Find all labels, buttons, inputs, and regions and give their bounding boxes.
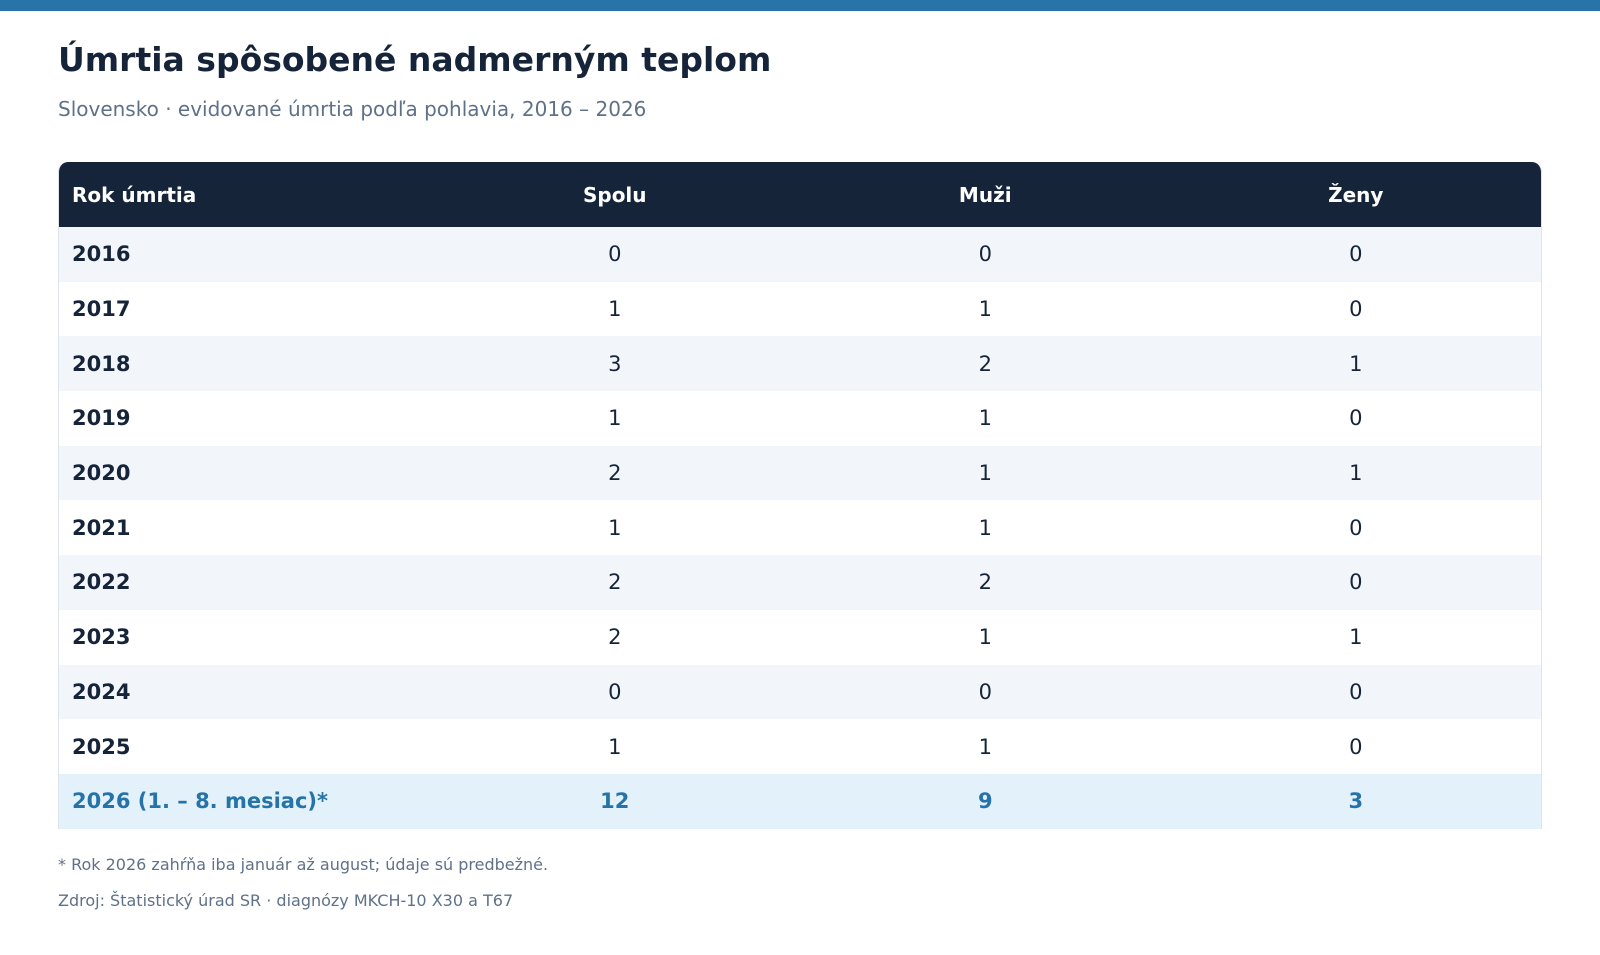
cell-men: 1 [978, 515, 992, 540]
column-header-women: Ženy [1328, 182, 1384, 207]
cell-men: 2 [978, 570, 992, 595]
cell-total: 3 [608, 351, 622, 376]
cell-men: 0 [978, 242, 992, 267]
cell-women: 0 [1349, 515, 1363, 540]
table-header-row: Rok úmrtia Spolu Muži Ženy [59, 162, 1541, 227]
table-row: 2021 1 1 0 [59, 500, 1541, 556]
cell-total: 1 [608, 406, 622, 431]
table-row: 2025 1 1 0 [59, 719, 1541, 774]
cell-year: 2024 [72, 679, 131, 704]
cell-women: 0 [1349, 242, 1363, 267]
cell-total: 0 [608, 679, 622, 704]
cell-women: 1 [1349, 351, 1363, 376]
table-row: 2024 0 0 0 [59, 664, 1541, 720]
table-row: 2026 (1. – 8. mesiac)* 12 9 3 [59, 773, 1541, 829]
cell-women: 1 [1349, 625, 1363, 650]
cell-total: 2 [608, 625, 622, 650]
top-accent-bar [0, 0, 1600, 11]
cell-men: 1 [978, 406, 992, 431]
cell-total: 1 [608, 734, 622, 759]
cell-year: 2022 [72, 570, 131, 595]
footnote: * Rok 2026 zahŕňa iba január až august; … [58, 855, 549, 874]
source-note: Zdroj: Štatistický úrad SR · diagnózy MK… [58, 891, 514, 910]
cell-total: 1 [608, 297, 622, 322]
cell-men: 2 [978, 351, 992, 376]
cell-total: 12 [600, 789, 630, 814]
column-header-men: Muži [958, 182, 1012, 207]
cell-women: 3 [1348, 789, 1364, 814]
cell-year: 2025 [72, 734, 131, 759]
cell-men: 1 [978, 461, 992, 486]
cell-women: 1 [1349, 461, 1363, 486]
cell-year: 2019 [72, 406, 131, 431]
cell-men: 1 [978, 297, 992, 322]
cell-year: 2017 [72, 297, 131, 322]
table-body: 2016 0 0 0 2017 1 1 0 2018 3 2 1 2019 1 1 0 2020 2 1 1 2021 1… [59, 227, 1541, 829]
table-row: 2016 0 0 0 [59, 227, 1541, 282]
cell-men: 1 [978, 734, 992, 759]
cell-total: 0 [608, 242, 622, 267]
cell-total: 1 [608, 515, 622, 540]
data-table: Rok úmrtia Spolu Muži Ženy 2016 0 0 0 2017 1 1… [59, 162, 1541, 829]
table-row: 2017 1 1 0 [59, 281, 1541, 337]
cell-total: 2 [608, 461, 622, 486]
page-subtitle: Slovensko · evidované úmrtia podľa pohla… [58, 97, 647, 121]
page-title: Úmrtia spôsobené nadmerným teplom [58, 40, 772, 79]
cell-total: 2 [608, 570, 622, 595]
table-row: 2019 1 1 0 [59, 391, 1541, 446]
table-row: 2020 2 1 1 [59, 445, 1541, 501]
data-table-container: Rok úmrtia Spolu Muži Ženy 2016 0 0 0 2017 1 1… [58, 162, 1542, 829]
table-row: 2018 3 2 1 [59, 336, 1541, 392]
cell-women: 0 [1349, 734, 1363, 759]
cell-women: 0 [1349, 679, 1363, 704]
cell-year: 2023 [72, 625, 131, 650]
column-header-year: Rok úmrtia [72, 182, 197, 207]
cell-year: 2026 (1. – 8. mesiac)* [72, 789, 328, 814]
column-header-total: Spolu [582, 182, 647, 207]
cell-women: 0 [1349, 406, 1363, 431]
cell-year: 2020 [72, 461, 131, 486]
cell-men: 0 [978, 679, 992, 704]
cell-year: 2016 [72, 242, 131, 267]
cell-women: 0 [1349, 570, 1363, 595]
table-row: 2022 2 2 0 [59, 555, 1541, 610]
cell-year: 2018 [72, 351, 131, 376]
cell-men: 1 [978, 625, 992, 650]
cell-year: 2021 [72, 515, 131, 540]
table-row: 2023 2 1 1 [59, 609, 1541, 665]
cell-men: 9 [977, 789, 993, 814]
cell-women: 0 [1349, 297, 1363, 322]
